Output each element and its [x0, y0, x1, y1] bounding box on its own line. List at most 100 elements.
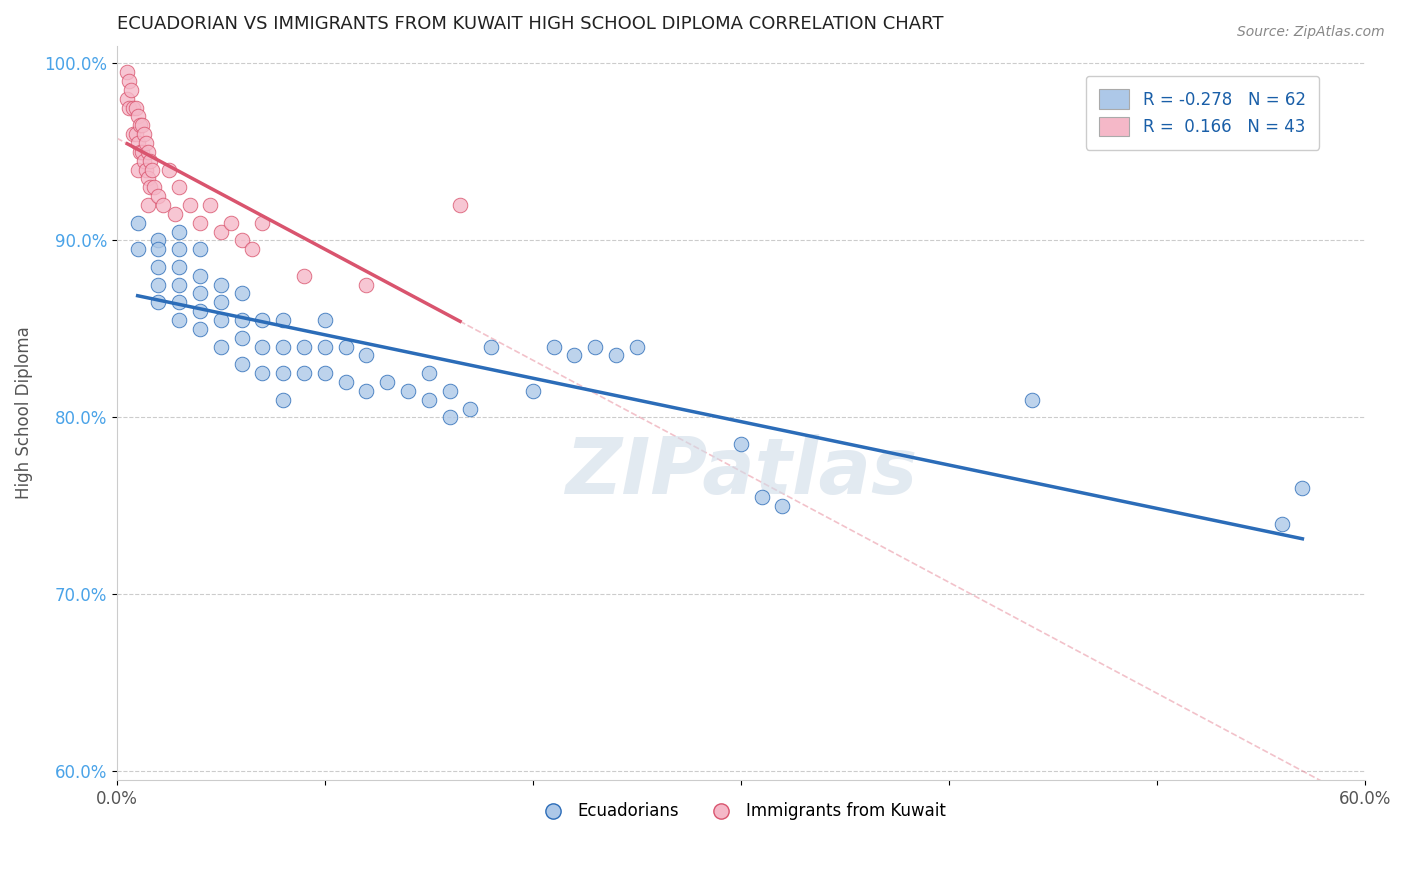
- Text: ECUADORIAN VS IMMIGRANTS FROM KUWAIT HIGH SCHOOL DIPLOMA CORRELATION CHART: ECUADORIAN VS IMMIGRANTS FROM KUWAIT HIG…: [117, 15, 943, 33]
- Point: [148, 189, 170, 203]
- Point: [751, 490, 773, 504]
- Point: [127, 242, 149, 256]
- Point: [231, 331, 253, 345]
- Point: [1021, 392, 1043, 407]
- Point: [335, 375, 357, 389]
- Y-axis label: High School Diploma: High School Diploma: [15, 326, 32, 500]
- Point: [252, 313, 274, 327]
- Point: [148, 260, 170, 274]
- Point: [139, 180, 162, 194]
- Point: [396, 384, 419, 398]
- Point: [128, 118, 150, 132]
- Point: [188, 286, 211, 301]
- Point: [209, 225, 232, 239]
- Point: [124, 127, 146, 141]
- Point: [219, 216, 242, 230]
- Point: [132, 153, 155, 168]
- Point: [122, 101, 145, 115]
- Point: [167, 313, 190, 327]
- Point: [439, 410, 461, 425]
- Point: [127, 162, 149, 177]
- Point: [252, 340, 274, 354]
- Point: [135, 162, 157, 177]
- Point: [292, 366, 315, 380]
- Point: [439, 384, 461, 398]
- Point: [136, 171, 159, 186]
- Point: [231, 286, 253, 301]
- Point: [120, 83, 142, 97]
- Point: [252, 216, 274, 230]
- Point: [132, 127, 155, 141]
- Point: [118, 101, 141, 115]
- Point: [271, 340, 294, 354]
- Point: [148, 233, 170, 247]
- Point: [252, 366, 274, 380]
- Point: [188, 268, 211, 283]
- Point: [292, 268, 315, 283]
- Point: [143, 180, 166, 194]
- Point: [231, 313, 253, 327]
- Point: [148, 295, 170, 310]
- Point: [118, 74, 141, 88]
- Point: [479, 340, 502, 354]
- Point: [124, 101, 146, 115]
- Point: [292, 340, 315, 354]
- Point: [418, 392, 440, 407]
- Point: [167, 180, 190, 194]
- Point: [626, 340, 648, 354]
- Point: [209, 340, 232, 354]
- Point: [179, 198, 201, 212]
- Point: [271, 313, 294, 327]
- Point: [148, 277, 170, 292]
- Point: [522, 384, 544, 398]
- Text: ZIPatlas: ZIPatlas: [565, 434, 917, 509]
- Point: [136, 198, 159, 212]
- Point: [335, 340, 357, 354]
- Point: [564, 348, 586, 362]
- Point: [730, 437, 752, 451]
- Point: [200, 198, 222, 212]
- Point: [356, 348, 378, 362]
- Point: [1291, 481, 1313, 495]
- Point: [188, 216, 211, 230]
- Point: [139, 153, 162, 168]
- Legend: Ecuadorians, Immigrants from Kuwait: Ecuadorians, Immigrants from Kuwait: [529, 796, 952, 827]
- Point: [167, 225, 190, 239]
- Point: [131, 145, 153, 159]
- Point: [148, 242, 170, 256]
- Text: Source: ZipAtlas.com: Source: ZipAtlas.com: [1237, 25, 1385, 39]
- Point: [167, 242, 190, 256]
- Point: [583, 340, 606, 354]
- Point: [188, 322, 211, 336]
- Point: [314, 366, 336, 380]
- Point: [460, 401, 482, 416]
- Point: [152, 198, 174, 212]
- Point: [127, 216, 149, 230]
- Point: [375, 375, 398, 389]
- Point: [209, 277, 232, 292]
- Point: [543, 340, 565, 354]
- Point: [271, 392, 294, 407]
- Point: [157, 162, 180, 177]
- Point: [115, 92, 138, 106]
- Point: [188, 242, 211, 256]
- Point: [418, 366, 440, 380]
- Point: [271, 366, 294, 380]
- Point: [449, 198, 471, 212]
- Point: [115, 65, 138, 79]
- Point: [231, 357, 253, 371]
- Point: [240, 242, 263, 256]
- Point: [209, 313, 232, 327]
- Point: [605, 348, 627, 362]
- Point: [135, 136, 157, 150]
- Point: [188, 304, 211, 318]
- Point: [1271, 516, 1294, 531]
- Point: [231, 233, 253, 247]
- Point: [770, 499, 793, 513]
- Point: [167, 260, 190, 274]
- Point: [209, 295, 232, 310]
- Point: [127, 110, 149, 124]
- Point: [165, 207, 187, 221]
- Point: [314, 340, 336, 354]
- Point: [122, 127, 145, 141]
